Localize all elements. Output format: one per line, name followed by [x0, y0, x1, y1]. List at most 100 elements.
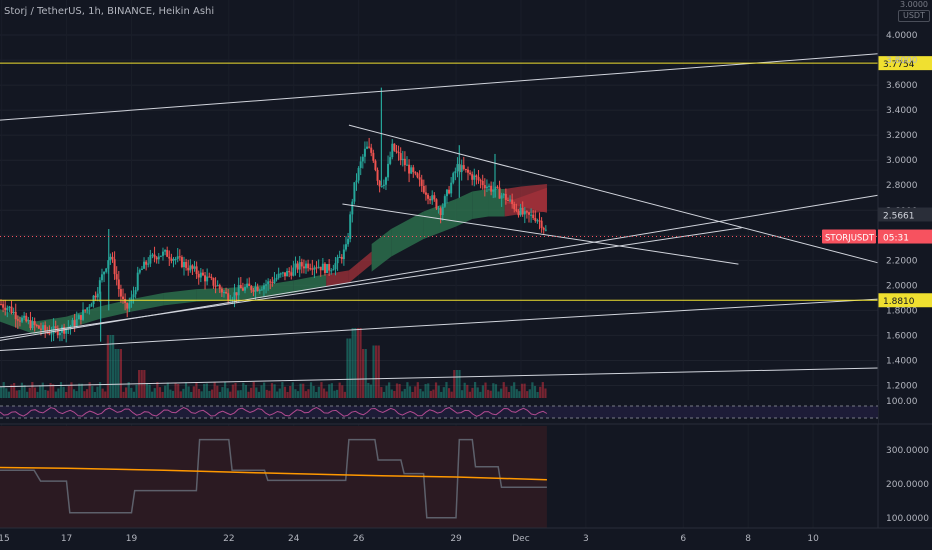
volume-bar	[145, 382, 149, 398]
volume-bar	[78, 383, 81, 398]
candle-body	[366, 146, 369, 149]
candle-body	[416, 173, 419, 178]
volume-bar	[59, 382, 63, 398]
volume-bar	[294, 389, 297, 398]
symbol-tag-label: STORJUSDT	[825, 234, 875, 244]
volume-bar	[533, 385, 537, 398]
candle-body	[79, 315, 82, 320]
price-tick-label: 2.8000	[886, 181, 918, 191]
candle-body	[313, 267, 316, 270]
volume-bar	[395, 383, 399, 398]
candle-body	[344, 244, 347, 250]
price-tag-label: 05:31	[883, 234, 909, 244]
volume-bar	[364, 349, 367, 398]
volume-bar	[88, 382, 91, 398]
ma-cloud-segment	[472, 188, 489, 220]
volume-bar	[31, 382, 34, 398]
candle-body	[279, 273, 282, 275]
candle-body	[517, 211, 520, 216]
volume-bar	[359, 328, 362, 398]
candle-body	[25, 315, 28, 322]
volume-bar	[388, 382, 391, 398]
candle-body	[140, 268, 143, 270]
volume-bar	[260, 385, 263, 398]
candle-body	[525, 211, 528, 213]
volume-bar	[239, 390, 242, 398]
volume-bar	[244, 384, 248, 398]
volume-bar	[122, 391, 125, 398]
candle-body	[391, 143, 394, 158]
candle-body	[275, 277, 278, 280]
candle-body	[50, 333, 53, 335]
candle-body	[435, 199, 438, 209]
volume-bar	[0, 387, 3, 398]
price-tag	[878, 207, 932, 222]
candle-body	[527, 212, 530, 215]
candle-body	[288, 271, 291, 273]
volume-bar	[171, 390, 175, 398]
volume-bar	[302, 383, 305, 398]
volume-bar	[476, 387, 479, 398]
price-tag-label: 2.5661	[883, 212, 915, 222]
volume-bar	[270, 383, 274, 398]
volume-bar	[148, 384, 151, 398]
price-tick-label: 3.0000	[886, 156, 918, 166]
candle-body	[147, 263, 150, 265]
time-tick-label: 10	[807, 534, 819, 544]
candle-body	[103, 271, 106, 275]
candle-body	[33, 321, 36, 325]
volume-bar	[127, 382, 130, 398]
candle-body	[420, 179, 423, 186]
volume-bar	[10, 384, 13, 398]
price-tick-label: 3.2000	[886, 131, 918, 141]
candle-body	[10, 306, 13, 314]
volume-bar	[28, 387, 31, 398]
volume-bar	[255, 387, 258, 398]
price-tick-label: 2.0000	[886, 281, 918, 291]
volume-bar	[429, 390, 432, 398]
volume-bar	[348, 338, 352, 398]
candle-body	[481, 180, 484, 186]
candle-body	[109, 256, 112, 261]
volume-bar	[513, 382, 516, 398]
candle-body	[42, 325, 45, 330]
currency-selector[interactable]: 3.0000 USDT	[898, 0, 930, 22]
lower-tick-label: 300.0000	[886, 446, 929, 456]
candle-body	[471, 174, 474, 180]
candle-body	[265, 284, 268, 286]
candle-body	[35, 324, 38, 326]
volume-bar	[518, 391, 521, 398]
candle-body	[136, 272, 139, 291]
volume-bar	[531, 382, 534, 398]
volume-bar	[229, 391, 232, 398]
candle-body	[149, 255, 152, 264]
volume-bar	[70, 382, 73, 398]
volume-bar	[369, 384, 373, 398]
candle-body	[6, 307, 9, 311]
candle-body	[151, 254, 154, 256]
volume-bar	[26, 391, 29, 398]
candle-body	[16, 319, 19, 321]
candle-body	[145, 261, 148, 265]
volume-bar	[354, 328, 357, 398]
candle-body	[227, 293, 230, 301]
volume-bar	[234, 382, 237, 398]
ma-cloud-segment	[98, 299, 132, 320]
volume-bar	[481, 385, 485, 398]
volume-bar	[523, 383, 526, 398]
volume-bar	[544, 388, 547, 398]
candle-body	[248, 283, 251, 287]
ma-cloud-segment	[293, 274, 327, 293]
candle-body	[403, 158, 406, 166]
candle-body	[161, 251, 164, 256]
ma-cloud-segment	[163, 289, 197, 306]
candle-body	[77, 315, 80, 320]
candle-body	[254, 286, 257, 292]
volume-bar	[398, 383, 401, 398]
candle-body	[258, 289, 261, 291]
candle-body	[475, 175, 478, 177]
volume-bar	[20, 382, 24, 398]
candle-body	[39, 328, 42, 330]
volume-bar	[96, 386, 99, 398]
